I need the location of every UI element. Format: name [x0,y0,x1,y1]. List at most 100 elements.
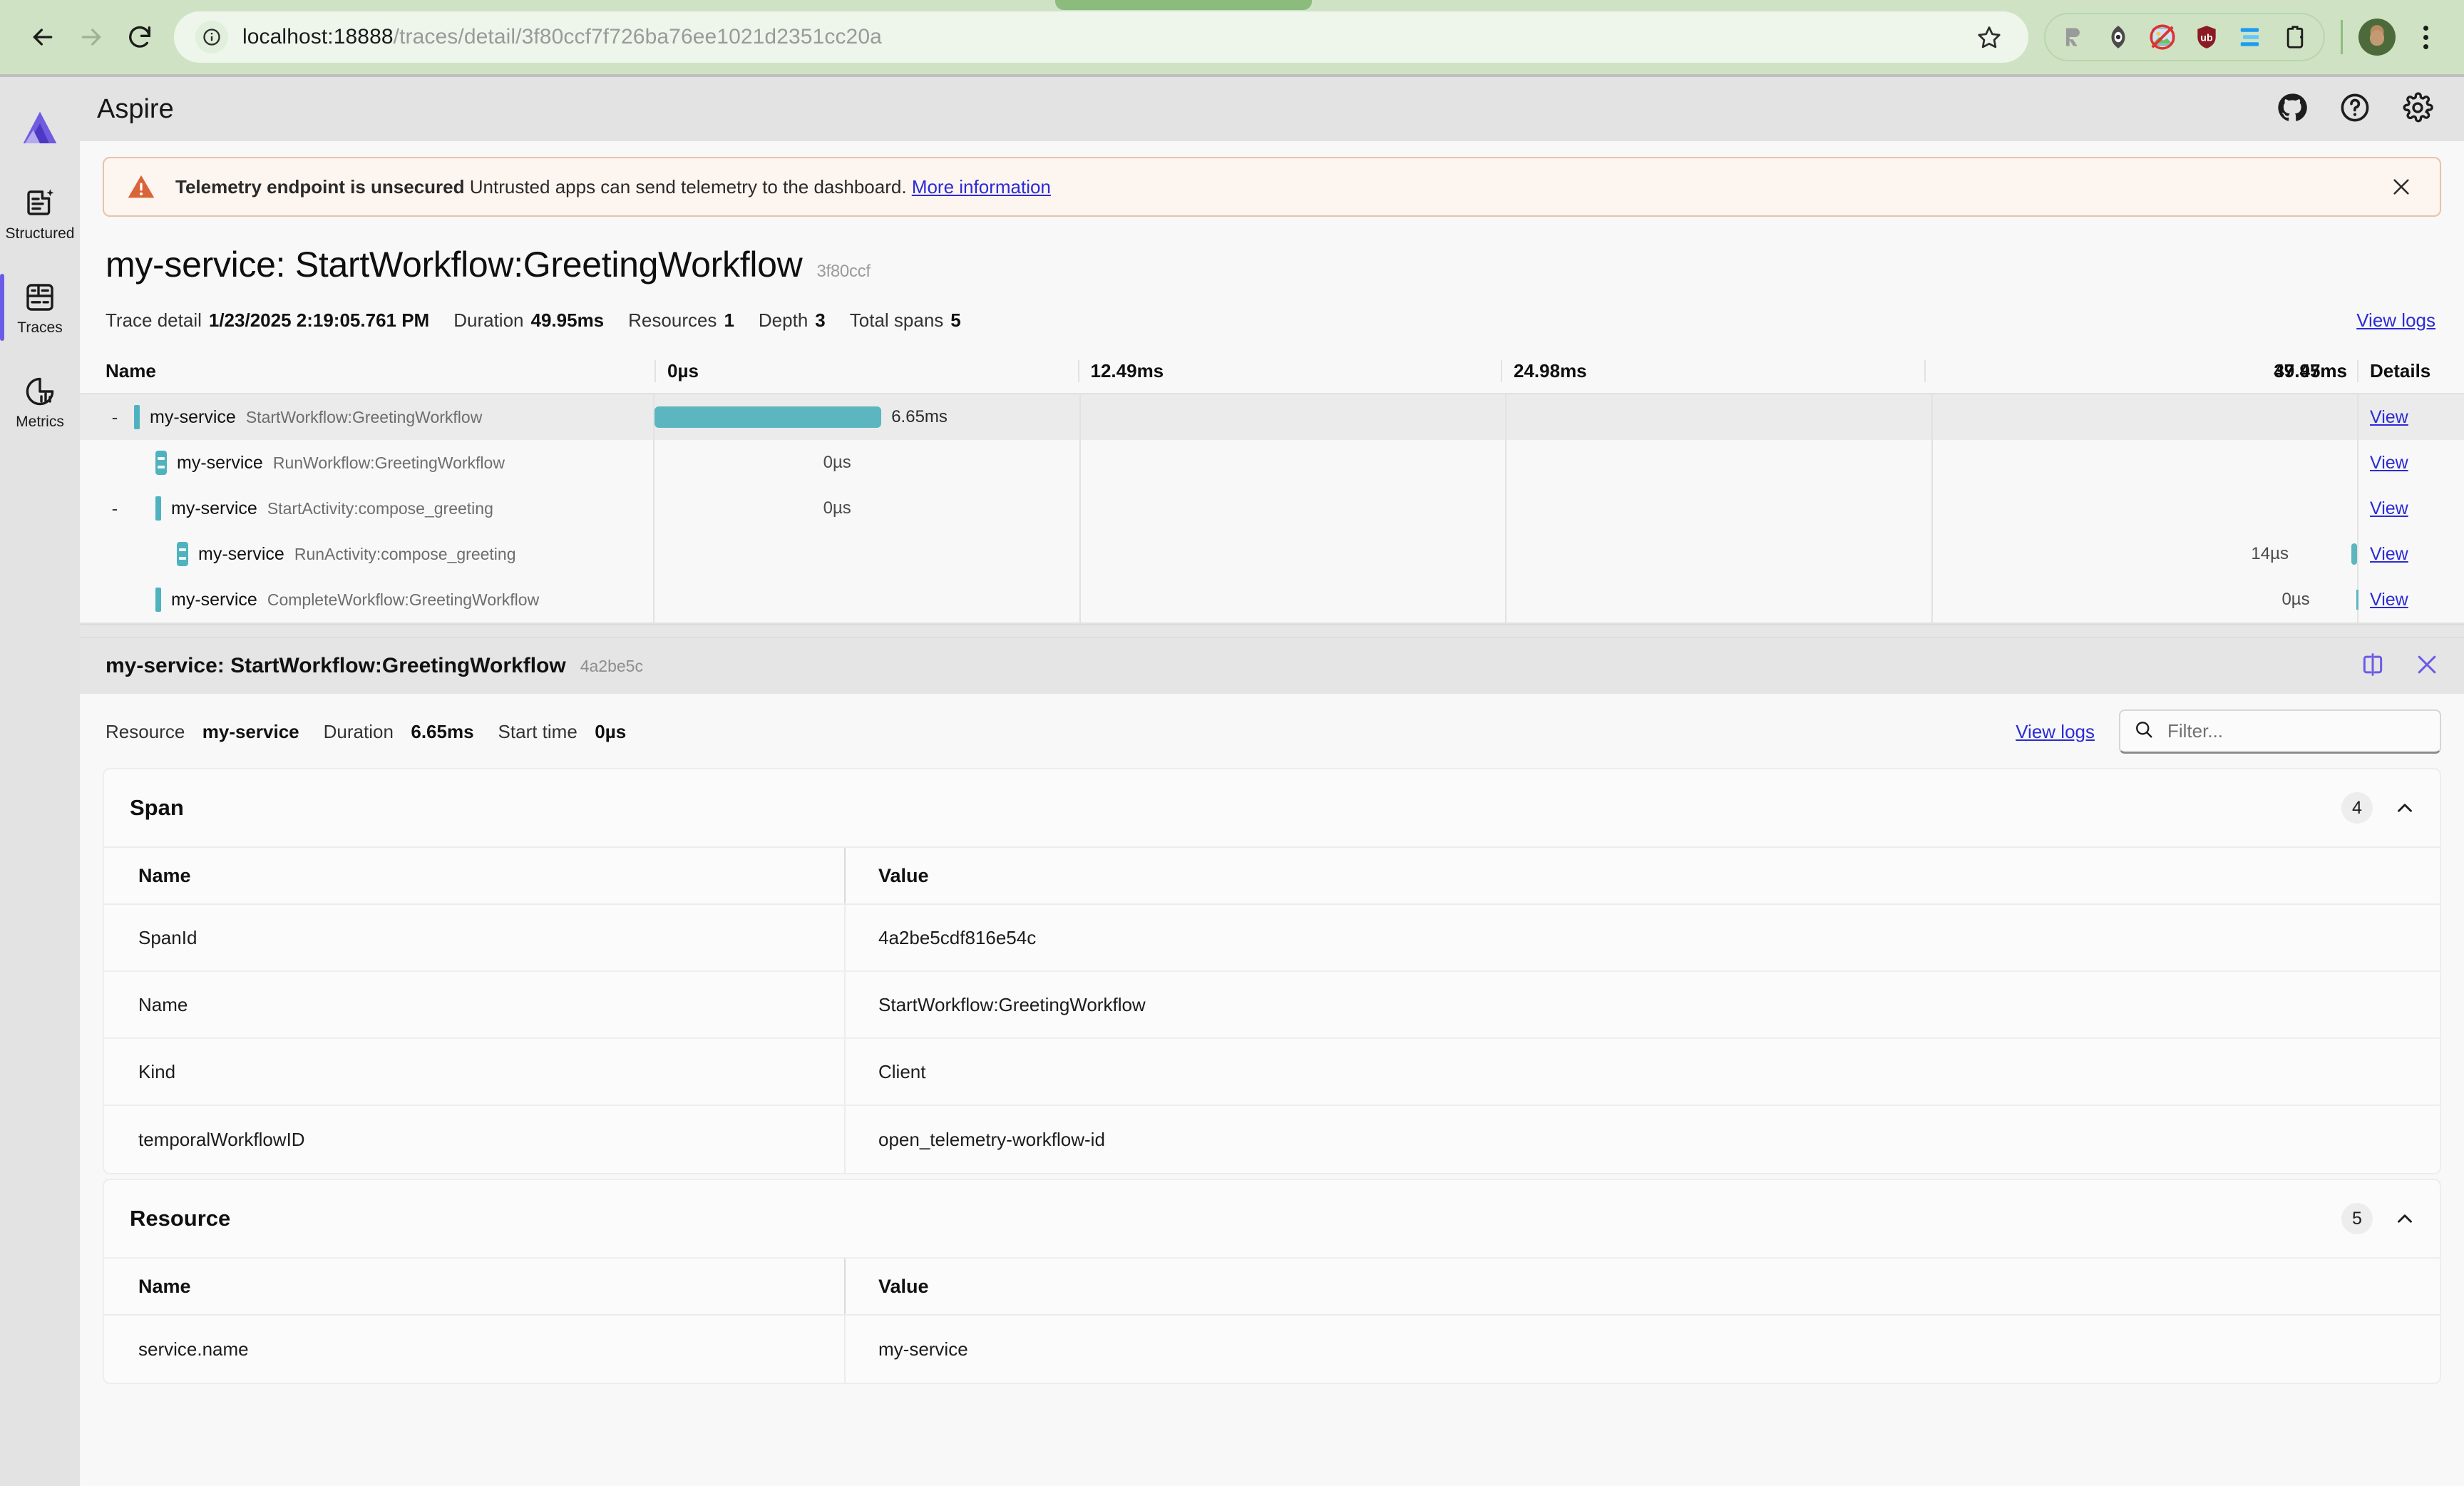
chevron-up-icon[interactable] [2393,796,2417,820]
attribute-name: service.name [104,1316,846,1383]
telemetry-warning-banner: Telemetry endpoint is unsecured Untruste… [103,157,2441,217]
span-name-cell: - my-service StartActivity:compose_greetin… [106,486,654,531]
eye-extension-icon[interactable] [2100,19,2137,56]
span-operation: RunActivity:compose_greeting [294,544,516,563]
address-bar[interactable]: localhost:18888/traces/detail/3f80ccf7f7… [174,11,2028,63]
table-row[interactable]: - my-service StartWorkflow:GreetingWorkflo… [80,394,2464,440]
table-row: SpanId 4a2be5cdf816e54c [104,905,2440,972]
span-duration-tick [2356,590,2358,610]
meta-value: 5 [950,309,961,331]
sidebar-item-traces[interactable]: Traces [0,265,80,349]
attribute-name: Name [104,972,846,1037]
back-arrow-icon[interactable] [19,13,67,61]
row-expander[interactable]: - [111,497,118,519]
span-details-cell: View [2358,531,2464,577]
section-title: Resource [130,1206,231,1231]
meta-value: 6.65ms [411,720,474,742]
table-row[interactable]: my-service RunActivity:compose_greeting 14… [80,531,2464,577]
avatar[interactable] [2358,19,2396,56]
meta-total-spans: Total spans 5 [850,309,961,332]
span-detail-panel: my-service: StartWorkflow:GreetingWorkfl… [80,638,2464,1486]
panel-splitter[interactable] [80,624,2464,638]
github-icon[interactable] [2276,91,2309,128]
react-devtools-icon[interactable] [2055,19,2093,56]
help-icon[interactable] [2339,91,2371,128]
header-actions [2276,91,2434,128]
table-row: Name StartWorkflow:GreetingWorkflow [104,972,2440,1039]
span-detail-actions [2358,650,2441,682]
detail-section: Resource 5 Name Value service.name my-service [103,1179,2441,1384]
reload-icon[interactable] [115,13,164,61]
sidebar-item-metrics[interactable]: Metrics [0,359,80,444]
span-bar-icon [134,405,140,429]
span-service: my-service [198,543,284,564]
settings-gear-icon[interactable] [2401,91,2434,128]
split-panel-icon[interactable] [2358,650,2387,682]
banner-more-info-link[interactable]: More information [911,175,1051,198]
list-extension-icon[interactable] [2232,19,2269,56]
banner-message: Telemetry endpoint is unsecured Untruste… [175,176,1051,198]
meta-value: 49.95ms [530,309,605,331]
axis-tick: 0µs [654,359,1078,382]
column-header-name: Name [106,359,156,381]
span-details-cell: View [2358,577,2464,622]
span-service: my-service [171,589,257,610]
app-root: Structured Traces Metrics Aspi [0,77,2464,1486]
meta-key: Trace detail [106,309,202,331]
close-icon[interactable] [2413,650,2441,682]
view-span-link[interactable]: View [2370,589,2408,610]
close-icon[interactable] [2384,170,2418,204]
sidebar-item-structured[interactable]: Structured [0,171,80,255]
span-operation: RunWorkflow:GreetingWorkflow [272,453,505,472]
view-span-link[interactable]: View [2370,543,2408,564]
row-expander[interactable]: - [111,406,118,428]
aspire-logo-icon[interactable] [0,96,80,161]
meta-key: Duration [453,309,524,331]
trace-meta: Trace detail 1/23/2025 2:19:05.761 PM Dur… [106,309,2435,332]
filter-input-wrapper[interactable] [2119,709,2441,754]
forward-arrow-icon[interactable] [67,13,115,61]
span-bar-icon [155,496,161,521]
kebab-menu-icon[interactable] [2406,17,2445,57]
span-dots-icon [155,451,167,475]
section-header[interactable]: Span 4 [104,769,2440,848]
sidebar: Structured Traces Metrics [0,77,80,1486]
ublock-origin-icon[interactable]: ub [2188,19,2225,56]
chevron-up-icon[interactable] [2393,1206,2417,1231]
extensions-group: ub [2044,13,2325,61]
view-span-link[interactable]: View [2370,498,2408,518]
meta-value: 3 [815,309,826,331]
filter-input[interactable] [2167,720,2427,742]
detail-duration: Duration 6.65ms [324,721,474,743]
view-logs-link[interactable]: View logs [2356,309,2435,331]
view-logs-link[interactable]: View logs [2016,720,2095,742]
detail-start-time: Start time 0µs [498,721,627,743]
bitwarden-icon[interactable] [2276,19,2314,56]
site-info-icon[interactable] [195,21,228,53]
view-span-link[interactable]: View [2370,452,2408,473]
trace-id: 3f80ccf [816,262,871,281]
detail-resource: Resource my-service [106,721,299,743]
span-timeline-cell: 0µs [654,440,2358,486]
table-row[interactable]: my-service RunWorkflow:GreetingWorkflow 0µ… [80,440,2464,486]
sidebar-item-label: Metrics [16,413,64,430]
section-header[interactable]: Resource 5 [104,1180,2440,1259]
view-span-link[interactable]: View [2370,406,2408,427]
table-row[interactable]: - my-service StartActivity:compose_greetin… [80,486,2464,531]
column-header-value: Value [878,864,929,886]
span-details-cell: View [2358,486,2464,531]
span-details-cell: View [2358,440,2464,486]
attribute-name: SpanId [104,905,846,970]
table-row[interactable]: my-service CompleteWorkflow:GreetingWorkf… [80,577,2464,622]
no-image-extension-icon[interactable] [2144,19,2181,56]
detail-section: Span 4 Name Value SpanId 4a2be5cdf816e54c Name… [103,768,2441,1174]
span-name-cell: - my-service StartWorkflow:GreetingWorkflo… [106,394,654,440]
meta-resources: Resources 1 [628,309,734,332]
app-header: Aspire [80,77,2464,141]
axis-tick-label: 24.98ms [1514,359,1587,381]
star-icon[interactable] [1971,19,2007,55]
attributes-table-header: Name Value [104,848,2440,905]
content-area: Telemetry endpoint is unsecured Untruste… [80,141,2464,1486]
sidebar-item-label: Structured [5,225,75,242]
meta-value: 1/23/2025 2:19:05.761 PM [208,309,430,331]
